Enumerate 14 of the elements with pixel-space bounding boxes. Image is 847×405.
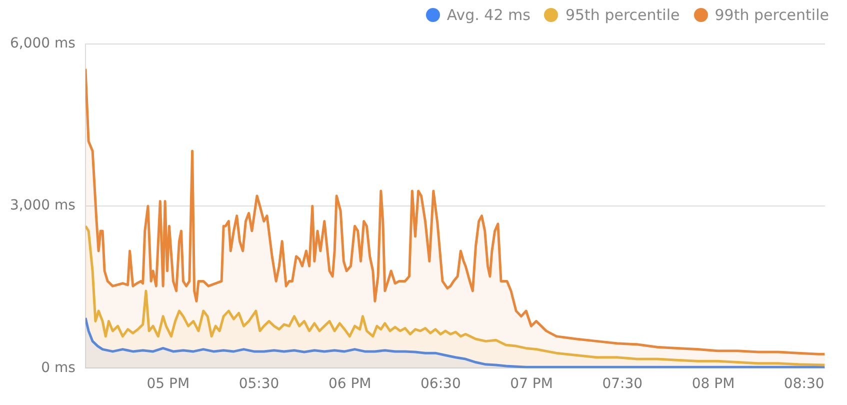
x-tick-label: 05:30 <box>238 376 280 392</box>
x-tick-label: 08 PM <box>692 376 735 392</box>
x-tick-label: 07 PM <box>510 376 553 392</box>
legend-label: Avg. 42 ms <box>446 6 530 24</box>
y-tick-label: 0 ms <box>41 360 76 376</box>
x-tick-label: 06 PM <box>328 376 372 392</box>
y-tick-label: 3,000 ms <box>10 198 76 214</box>
legend-label: 99th percentile <box>714 6 829 24</box>
legend-label: 95th percentile <box>565 6 680 24</box>
x-tick-label: 06:30 <box>420 376 461 392</box>
x-tick-label: 05 PM <box>146 376 190 392</box>
x-tick-label: 07:30 <box>602 376 643 392</box>
x-tick-label: 08:30 <box>784 376 824 392</box>
y-tick-label: 6,000 ms <box>10 36 76 52</box>
